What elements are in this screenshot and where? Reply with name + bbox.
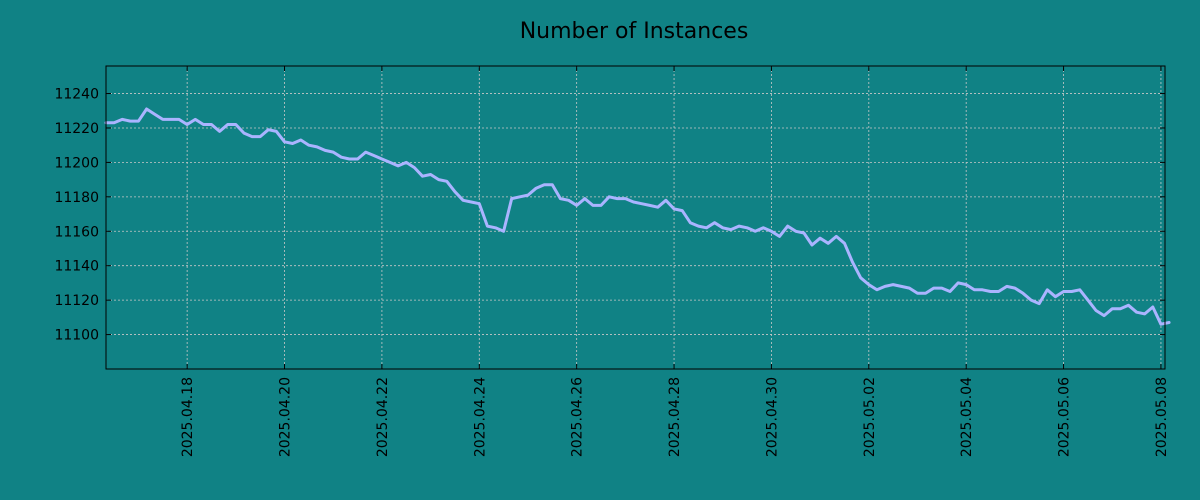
chart-title: Number of Instances (520, 19, 749, 44)
series-line-0 (104, 107, 1171, 326)
y-tick-label: 11120 (54, 293, 99, 309)
x-tick-label: 2025.04.28 (667, 377, 683, 457)
y-tick-label: 11240 (54, 87, 99, 103)
x-tick-label: 2025.04.22 (375, 377, 391, 457)
y-tick-label: 11140 (54, 259, 99, 275)
x-tick-label: 2025.05.02 (862, 377, 878, 457)
y-tick-label: 11160 (54, 224, 99, 240)
grid (106, 66, 1165, 369)
x-tick-label: 2025.04.18 (180, 377, 196, 457)
x-tick-label: 2025.04.30 (764, 377, 780, 457)
x-tick-label: 2025.05.06 (1057, 377, 1073, 457)
plot-frame (105, 65, 1166, 370)
y-tick-label: 11200 (54, 155, 99, 171)
x-axis: 2025.04.18 2025.04.20 2025.04.22 2025.04.24… (180, 66, 1170, 457)
x-tick-label: 2025.05.08 (1154, 377, 1170, 457)
y-tick-label: 11100 (54, 328, 99, 344)
series-layer (104, 107, 1171, 326)
x-tick-label: 2025.05.04 (959, 377, 975, 457)
x-tick-label: 2025.04.20 (278, 377, 294, 457)
x-tick-label: 2025.04.24 (472, 377, 488, 457)
y-axis: 11100 11120 11140 11160 11180 11200 11220 11240 (54, 87, 1165, 344)
y-tick-label: 11180 (54, 190, 99, 206)
x-tick-label: 2025.04.26 (570, 377, 586, 457)
y-tick-label: 11220 (54, 121, 99, 137)
